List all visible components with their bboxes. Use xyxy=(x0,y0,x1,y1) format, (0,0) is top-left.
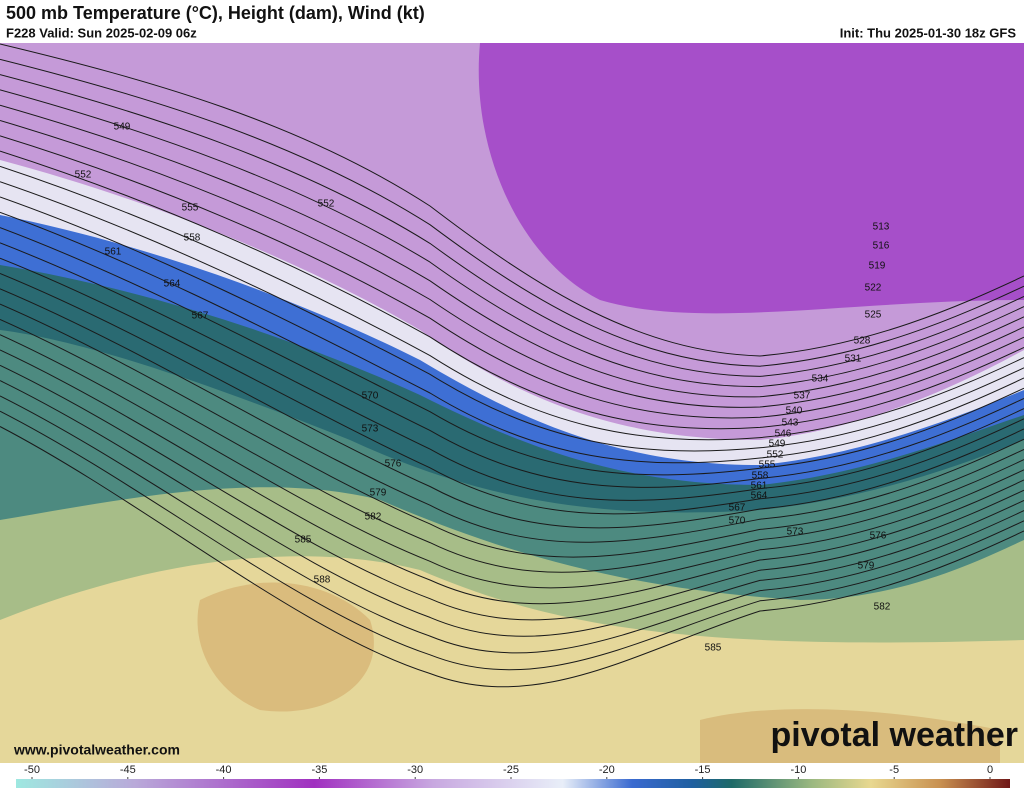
contour-label: 549 xyxy=(114,122,131,133)
contour-line xyxy=(0,181,1024,452)
contour-label: 555 xyxy=(182,203,199,214)
contour-line xyxy=(0,165,1024,441)
contour-label: 558 xyxy=(184,233,201,244)
contour-label: 570 xyxy=(362,391,379,402)
contour-label: 561 xyxy=(105,247,122,258)
contour-label: 525 xyxy=(865,310,882,321)
contour-line xyxy=(0,227,1024,488)
height-contours xyxy=(0,43,1024,688)
contour-label: 552 xyxy=(767,450,784,461)
contour-label: 576 xyxy=(870,531,887,542)
contour-line xyxy=(0,334,1024,589)
map-title: 500 mb Temperature (°C), Height (dam), W… xyxy=(6,3,425,23)
contour-label: 573 xyxy=(362,424,379,435)
contour-line xyxy=(0,364,1024,621)
contour-label: 546 xyxy=(775,429,792,440)
contour-line xyxy=(0,395,1024,654)
contour-label: 513 xyxy=(873,222,890,233)
valid-time: F228 Valid: Sun 2025-02-09 06z xyxy=(6,25,197,40)
contour-label: 543 xyxy=(782,418,799,429)
contour-line xyxy=(0,196,1024,464)
contour-line xyxy=(0,303,1024,558)
contour-line xyxy=(0,104,1024,398)
source-url: www.pivotalweather.com xyxy=(13,742,180,758)
map-background xyxy=(0,43,1024,763)
colorbar-tick-label: -50 xyxy=(24,764,40,776)
contour-label: 582 xyxy=(365,512,382,523)
colorbar-tick-label: -15 xyxy=(695,764,711,776)
contour-label: 570 xyxy=(729,516,746,527)
contour-line xyxy=(0,318,1024,573)
colorbar xyxy=(16,779,1010,788)
contour-label: 528 xyxy=(854,336,871,347)
colorbar-tick-label: -40 xyxy=(216,764,232,776)
contour-label: 588 xyxy=(314,575,331,586)
colorbar-tick-label: -35 xyxy=(311,764,327,776)
contour-line xyxy=(0,211,1024,476)
contour-label: 555 xyxy=(759,460,776,471)
contour-label: 549 xyxy=(769,439,786,450)
contour-label: 564 xyxy=(164,279,181,290)
header-bg xyxy=(0,0,1024,43)
contour-label: 576 xyxy=(385,459,402,470)
contour-label: 573 xyxy=(787,527,804,538)
contour-label: 516 xyxy=(873,241,890,252)
colorbar-tick-label: -25 xyxy=(503,764,519,776)
contour-line xyxy=(0,74,1024,377)
contour-line xyxy=(0,273,1024,529)
contour-line xyxy=(0,135,1024,419)
contour-label: 534 xyxy=(812,374,829,385)
contour-line xyxy=(0,349,1024,605)
contour-label: 579 xyxy=(370,488,387,499)
contour-line xyxy=(0,43,1024,357)
colorbar-tick-label: -10 xyxy=(790,764,806,776)
contour-line xyxy=(0,410,1024,671)
contour-label: 540 xyxy=(786,406,803,417)
contour-label: 585 xyxy=(295,535,312,546)
contour-label: 561 xyxy=(751,481,768,492)
contour-line xyxy=(0,150,1024,430)
contour-line xyxy=(0,288,1024,543)
contour-label: 552 xyxy=(318,199,335,210)
contour-label: 564 xyxy=(751,491,768,502)
contour-line xyxy=(0,426,1024,688)
contour-label: 531 xyxy=(845,354,862,365)
colorbar-tick-label: -45 xyxy=(120,764,136,776)
contour-line xyxy=(0,242,1024,501)
contour-line xyxy=(0,380,1024,637)
contour-line xyxy=(0,58,1024,367)
contour-labels: 5495525525555585615645675705735765795825… xyxy=(75,122,891,654)
contour-label: 519 xyxy=(869,261,886,272)
watermark: pivotal weather xyxy=(770,716,1018,754)
contour-label: 579 xyxy=(858,561,875,572)
contour-label: 522 xyxy=(865,283,882,294)
contour-line xyxy=(0,257,1024,515)
contour-label: 585 xyxy=(705,643,722,654)
contour-label: 567 xyxy=(192,311,209,322)
contour-line xyxy=(0,89,1024,388)
contour-label: 552 xyxy=(75,170,92,181)
init-time: Init: Thu 2025-01-30 18z GFS xyxy=(840,25,1017,40)
contour-label: 567 xyxy=(729,503,746,514)
contour-line xyxy=(0,120,1024,408)
colorbar-tick-label: -20 xyxy=(599,764,615,776)
colorbar-ticks: -50 -45 -40 -35 -30 -25 -20 -15 -10 -5 0 xyxy=(24,764,993,779)
colorbar-tick-label: -5 xyxy=(889,764,899,776)
contour-label: 558 xyxy=(752,471,769,482)
contour-label: 537 xyxy=(794,391,811,402)
contour-label: 582 xyxy=(874,602,891,613)
colorbar-tick-label: -30 xyxy=(407,764,423,776)
colorbar-tick-label: 0 xyxy=(987,764,993,776)
